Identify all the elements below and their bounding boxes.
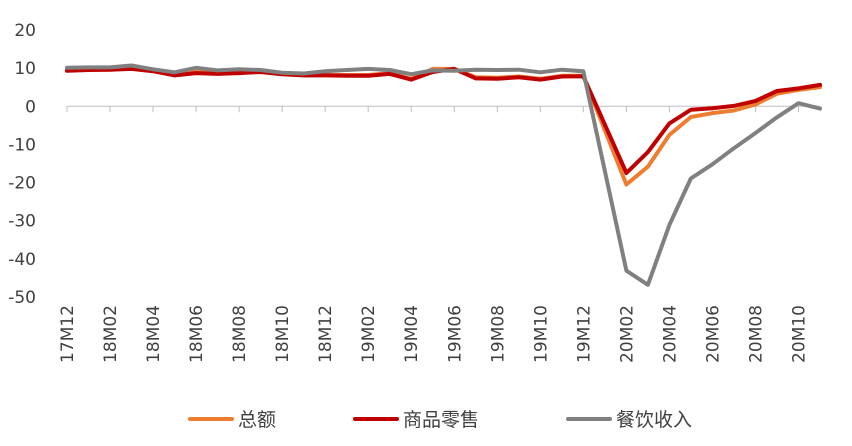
x-tick-label: 20M06 bbox=[703, 305, 723, 363]
x-tick-label: 19M04 bbox=[402, 305, 422, 363]
y-tick-label: -20 bbox=[8, 174, 36, 194]
x-tick-label: 19M02 bbox=[359, 305, 379, 363]
y-axis: 20 10 0 -10 -20 -30 -40 -50 bbox=[8, 21, 36, 308]
x-tick-label: 17M12 bbox=[58, 305, 78, 363]
legend-label: 餐饮收入 bbox=[616, 409, 692, 431]
y-tick-label: 20 bbox=[14, 21, 36, 41]
x-tick-label: 18M12 bbox=[316, 305, 336, 363]
x-tick-label: 18M10 bbox=[273, 305, 293, 363]
legend: 总额 商品零售 餐饮收入 bbox=[188, 409, 692, 431]
y-tick-label: -30 bbox=[8, 212, 36, 232]
x-tick-label: 19M10 bbox=[531, 305, 551, 363]
series-group bbox=[65, 63, 822, 287]
x-tick-label: 20M02 bbox=[617, 305, 637, 363]
x-tick-label: 20M10 bbox=[789, 305, 809, 363]
series-line-3 bbox=[65, 63, 822, 287]
legend-label: 商品零售 bbox=[403, 409, 479, 431]
x-tick-label: 18M08 bbox=[230, 305, 250, 363]
y-tick-label: 10 bbox=[14, 59, 36, 79]
legend-label: 总额 bbox=[238, 409, 276, 431]
x-tick-label: 20M08 bbox=[746, 305, 766, 363]
y-tick-label: -50 bbox=[8, 288, 36, 308]
x-tick-label: 19M08 bbox=[488, 305, 508, 363]
x-axis: 17M12 18M02 18M04 18M06 18M08 18M10 18M12 19M02… bbox=[58, 305, 809, 363]
y-tick-label: -40 bbox=[8, 250, 36, 270]
x-tick-label: 18M06 bbox=[187, 305, 207, 363]
x-tick-label: 18M02 bbox=[101, 305, 121, 363]
y-tick-label: -10 bbox=[8, 135, 36, 155]
x-tick-label: 18M04 bbox=[144, 305, 164, 363]
series-line-2 bbox=[65, 66, 822, 175]
x-tick-label: 19M12 bbox=[574, 305, 594, 363]
x-tick-label: 19M06 bbox=[445, 305, 465, 363]
y-tick-label: 0 bbox=[25, 97, 36, 117]
x-tick-label: 20M04 bbox=[660, 305, 680, 363]
